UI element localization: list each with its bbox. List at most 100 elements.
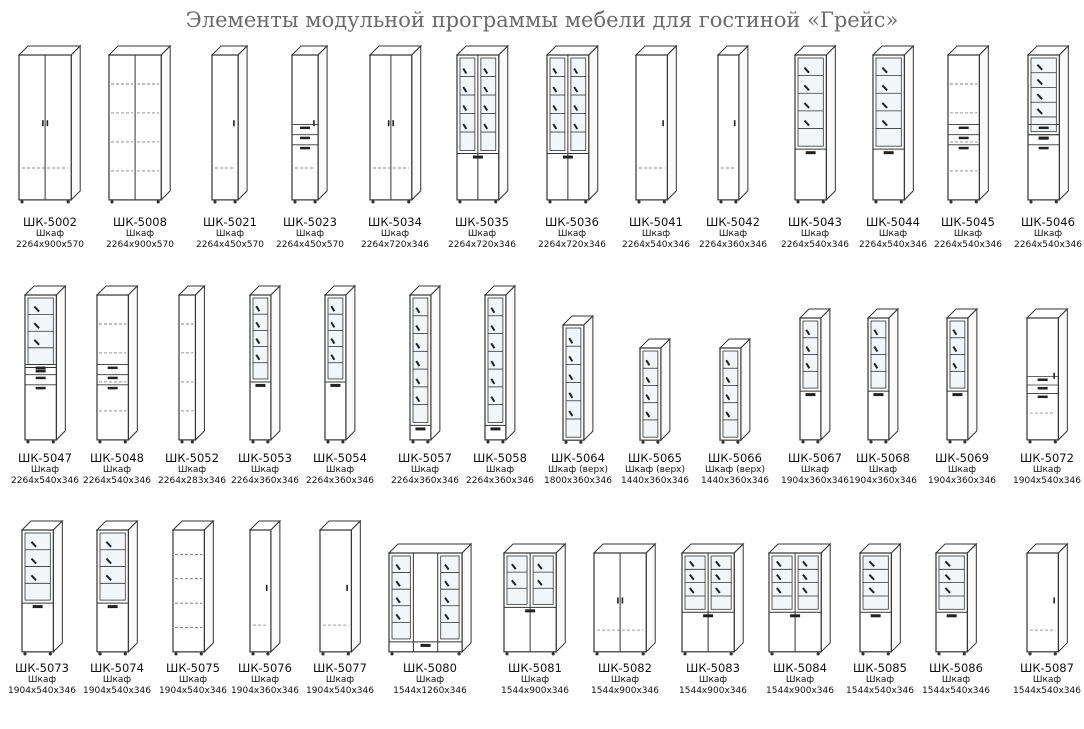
cabinet-front — [211, 54, 240, 201]
door-handle — [313, 120, 316, 127]
page-title: Элементы модульной программы мебели для … — [185, 8, 899, 32]
item-dimensions: 1904x540x346 — [306, 686, 374, 696]
cabinet-side — [1058, 44, 1069, 202]
item-code: ШК-5066 — [708, 451, 762, 465]
cabinet-drawing — [23, 284, 67, 444]
item-label: ШК-5068 Шкаф 1904x360x346 — [838, 452, 928, 487]
cabinet-drawing — [1025, 307, 1069, 444]
cabinet-side — [888, 307, 899, 442]
leaf-ornament — [805, 362, 811, 370]
leaf-ornament — [444, 564, 450, 571]
item-kind: Шкаф — [865, 675, 895, 685]
cabinet-drawing — [318, 519, 362, 656]
item-code: ШК-5047 — [18, 451, 72, 465]
leaf-ornament — [462, 86, 467, 93]
door-handle — [562, 155, 573, 159]
item-kind: Шкаф — [102, 675, 132, 685]
item-kind: Шкаф (верх) — [624, 465, 686, 475]
item-dimensions: 2264x900x570 — [106, 240, 174, 250]
leaf-ornament — [511, 579, 517, 587]
item-kind: Шкаф — [610, 675, 640, 685]
item-label: ШК-5082 Шкаф 1544x900x346 — [580, 662, 670, 697]
cabinet-foot — [51, 440, 55, 444]
cabinet-foot — [551, 652, 556, 656]
item-label: ШК-5036 Шкаф 2264x720x346 — [527, 216, 617, 251]
leaf-ornament — [537, 563, 544, 570]
cabinet-side — [410, 44, 421, 202]
cabinet-drawing — [95, 284, 139, 444]
leaf-ornament — [490, 325, 496, 332]
leaf-ornament — [873, 329, 879, 336]
item-dimensions: 2264x283x346 — [158, 476, 226, 486]
drawer-handle — [1037, 387, 1048, 390]
item-dimensions: 1904x360x346 — [231, 686, 299, 696]
item-label: ШК-5075 Шкаф 1904x540x346 — [148, 662, 238, 697]
leaf-ornament — [552, 123, 557, 130]
leaf-ornament — [715, 587, 722, 594]
cabinet-drawing — [408, 284, 442, 444]
cabinet-drawing — [368, 44, 422, 204]
leaf-ornament — [776, 560, 782, 568]
leaf-ornament — [689, 574, 695, 581]
item-code: ШК-5052 — [165, 451, 219, 465]
cabinet-side — [903, 44, 914, 202]
item-code: ШК-5065 — [628, 451, 682, 465]
cabinet-front — [178, 294, 197, 441]
leaf-ornament — [1036, 108, 1043, 115]
leaf-ornament — [881, 84, 888, 92]
cabinet-foot — [641, 652, 646, 656]
leaf-ornament — [645, 376, 651, 383]
leaf-ornament — [415, 360, 421, 367]
cabinet-drawing — [716, 44, 750, 204]
leaf-ornament — [868, 574, 875, 581]
leaf-ornament — [1036, 78, 1043, 86]
leaf-ornament — [881, 102, 888, 109]
glass-panel — [440, 555, 460, 640]
leaf-ornament — [568, 373, 574, 380]
cabinet-side — [318, 44, 329, 202]
cabinet-drawing — [638, 337, 672, 444]
door-handle — [883, 151, 894, 155]
cabinet-drawing — [866, 307, 900, 444]
cabinet-foot — [1028, 440, 1032, 444]
item-label: ШК-5044 Шкаф 2264x540x346 — [848, 216, 938, 251]
door-handle — [35, 369, 46, 373]
item-code: ШК-5085 — [853, 661, 907, 675]
leaf-ornament — [30, 541, 37, 548]
cabinet-foot — [346, 652, 350, 656]
item-label: ШК-5083 Шкаф 1544x900x346 — [668, 662, 758, 697]
door-handle — [703, 614, 714, 618]
item-code: ШК-5054 — [313, 451, 367, 465]
item-code: ШК-5046 — [1021, 215, 1075, 229]
item-kind: Шкаф — [215, 229, 245, 239]
cabinet-top — [593, 543, 657, 554]
item-kind: Шкаф — [325, 465, 355, 475]
item-kind: Шкаф — [1033, 229, 1063, 239]
leaf-ornament — [330, 338, 336, 345]
glass-panel — [549, 57, 565, 152]
cabinet-drawing — [248, 284, 282, 444]
leaf-ornament — [725, 359, 731, 366]
item-kind: Шкаф — [785, 675, 815, 685]
cabinet-foot — [579, 440, 583, 444]
cabinet-foot — [801, 440, 805, 444]
leaf-ornament — [776, 574, 782, 581]
cabinet-drawing — [503, 542, 567, 656]
cabinet-side — [195, 284, 206, 442]
cabinet-foot — [595, 652, 599, 656]
cabinet-foot — [662, 200, 666, 204]
item-label: ШК-5054 Шкаф 2264x360x346 — [295, 452, 385, 487]
leaf-ornament — [462, 105, 467, 112]
leaf-ornament — [725, 393, 731, 401]
door-handle — [233, 120, 236, 127]
drawer-handle — [1038, 136, 1049, 140]
item-label: ШК-5034 Шкаф 2264x720x346 — [350, 216, 440, 251]
cabinet-drawing — [561, 314, 595, 444]
leaf-ornament — [572, 68, 578, 75]
item-kind: Шкаф — [953, 229, 983, 239]
glass-panel — [480, 57, 496, 152]
cabinet-foot — [729, 652, 734, 656]
leaf-ornament — [415, 396, 421, 403]
drawer-handle — [300, 136, 311, 140]
leaf-ornament — [944, 574, 951, 581]
